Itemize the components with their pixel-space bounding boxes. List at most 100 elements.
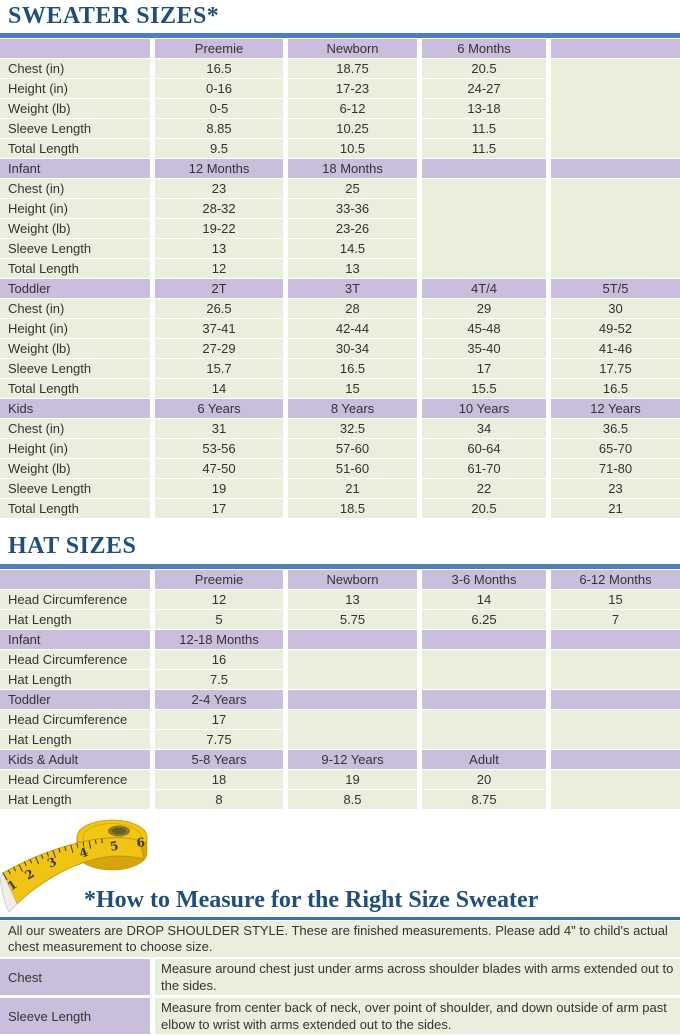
- column-header-cell: 6 Months: [422, 39, 546, 58]
- value-cell: 13: [288, 590, 417, 609]
- tape-tick: [58, 848, 61, 853]
- column-header-cell: 12 Months: [155, 159, 283, 178]
- value-cell: 47-50: [155, 459, 283, 478]
- row-label-cell: Head Circumference: [0, 650, 150, 669]
- value-cell: 13-18: [422, 99, 546, 118]
- column-header-cell: [422, 690, 546, 709]
- column-header-cell: [551, 39, 680, 58]
- tape-number: 6: [136, 835, 146, 850]
- value-cell: 17: [422, 359, 546, 378]
- value-cell: 5: [155, 610, 283, 629]
- column-header-cell: 5-8 Years: [155, 750, 283, 769]
- tape-tick: [94, 839, 97, 845]
- section-header-cell: Kids & Adult: [0, 750, 150, 769]
- tape-tick: [7, 869, 11, 875]
- row-label-cell: Weight (lb): [0, 339, 150, 358]
- size-table-section: Kids 6 Years 8 Years 10 Years 12 Years Chest …: [0, 399, 680, 518]
- value-cell: 7: [551, 610, 680, 629]
- empty-cell: [422, 179, 546, 278]
- measure-row-description: Measure from center back of neck, over p…: [155, 998, 680, 1034]
- column-header-cell: Adult: [422, 750, 546, 769]
- column-header-cell: Newborn: [288, 570, 417, 589]
- value-cell: 28: [288, 299, 417, 318]
- tape-tick: [46, 852, 50, 857]
- row-label-cell: Height (in): [0, 199, 150, 218]
- value-cell: 9.5: [155, 139, 283, 158]
- column-header-cell: [551, 630, 680, 649]
- tape-tick: [88, 840, 92, 849]
- column-header-cell: 12-18 Months: [155, 630, 283, 649]
- value-cell: 6.25: [422, 610, 546, 629]
- empty-cell: [551, 179, 680, 278]
- empty-cell: [288, 710, 417, 749]
- measure-row-description: Measure around chest just under arms acr…: [155, 959, 680, 995]
- empty-cell: [288, 650, 417, 689]
- value-cell: 15: [551, 590, 680, 609]
- value-cell: 12: [155, 590, 283, 609]
- size-table-section: Preemie Newborn 3-6 Months 6-12 Months Head …: [0, 570, 680, 629]
- tape-tick: [23, 861, 27, 867]
- section-header-cell: Infant: [0, 159, 150, 178]
- row-label-cell: Total Length: [0, 139, 150, 158]
- value-cell: 15.7: [155, 359, 283, 378]
- section-header-cell: Toddler: [0, 690, 150, 709]
- column-header-cell: 6 Years: [155, 399, 283, 418]
- measure-instructions-table: Chest Measure around chest just under arm…: [0, 959, 680, 1034]
- row-label-cell: Weight (lb): [0, 219, 150, 238]
- measure-row-label: Sleeve Length: [0, 998, 150, 1034]
- value-cell: 27-29: [155, 339, 283, 358]
- column-header-cell: [551, 159, 680, 178]
- value-cell: 17: [155, 499, 283, 518]
- tape-tick: [18, 864, 23, 872]
- value-cell: 10.25: [288, 119, 417, 138]
- size-table-section: Toddler 2-4 Years Head Circumference Hat Le…: [0, 690, 680, 749]
- tape-number: 5: [109, 839, 120, 854]
- heading-underline: [0, 917, 680, 920]
- value-cell: 6-12: [288, 99, 417, 118]
- tape-tick: [52, 850, 56, 858]
- value-cell: 60-64: [422, 439, 546, 458]
- row-label-cell: Total Length: [0, 259, 150, 278]
- column-header-cell: 12 Years: [551, 399, 680, 418]
- column-header-cell: Preemie: [155, 570, 283, 589]
- row-label-cell: Weight (lb): [0, 459, 150, 478]
- size-table-section: Preemie Newborn 6 Months Chest (in) Height (…: [0, 39, 680, 158]
- column-header-cell: 5T/5: [551, 279, 680, 298]
- tape-tick: [35, 856, 40, 865]
- row-label-cell: Chest (in): [0, 299, 150, 318]
- row-label-cell: Sleeve Length: [0, 239, 150, 258]
- column-header-cell: [422, 159, 546, 178]
- row-label-cell: Sleeve Length: [0, 479, 150, 498]
- value-cell: 30: [551, 299, 680, 318]
- value-cell: 14.5: [288, 239, 417, 258]
- row-label-cell: Sleeve Length: [0, 359, 150, 378]
- value-cell: 17.75: [551, 359, 680, 378]
- size-table-section: Toddler 2T 3T 4T/4 5T/5 Chest (in) Height (in)…: [0, 279, 680, 398]
- tape-tick: [29, 859, 33, 864]
- value-cell: 16.5: [288, 359, 417, 378]
- value-cell: 25: [288, 179, 417, 198]
- value-cell: 20.5: [422, 59, 546, 78]
- value-cell: 65-70: [551, 439, 680, 458]
- value-cell: 26.5: [155, 299, 283, 318]
- value-cell: 15.5: [422, 379, 546, 398]
- value-cell: 12: [155, 259, 283, 278]
- section-header-cell: Infant: [0, 630, 150, 649]
- value-cell: 24-27: [422, 79, 546, 98]
- value-cell: 8.85: [155, 119, 283, 138]
- column-header-cell: 9-12 Years: [288, 750, 417, 769]
- value-cell: 19: [155, 479, 283, 498]
- column-header-cell: Newborn: [288, 39, 417, 58]
- value-cell: 23-26: [288, 219, 417, 238]
- row-label-cell: Total Length: [0, 379, 150, 398]
- value-cell: 28-32: [155, 199, 283, 218]
- value-cell: 17: [155, 710, 283, 729]
- value-cell: 8.5: [288, 790, 417, 809]
- column-header-cell: 6-12 Months: [551, 570, 680, 589]
- column-header-cell: 8 Years: [288, 399, 417, 418]
- value-cell: 15: [288, 379, 417, 398]
- value-cell: 19: [288, 770, 417, 789]
- tape-tick: [76, 843, 79, 848]
